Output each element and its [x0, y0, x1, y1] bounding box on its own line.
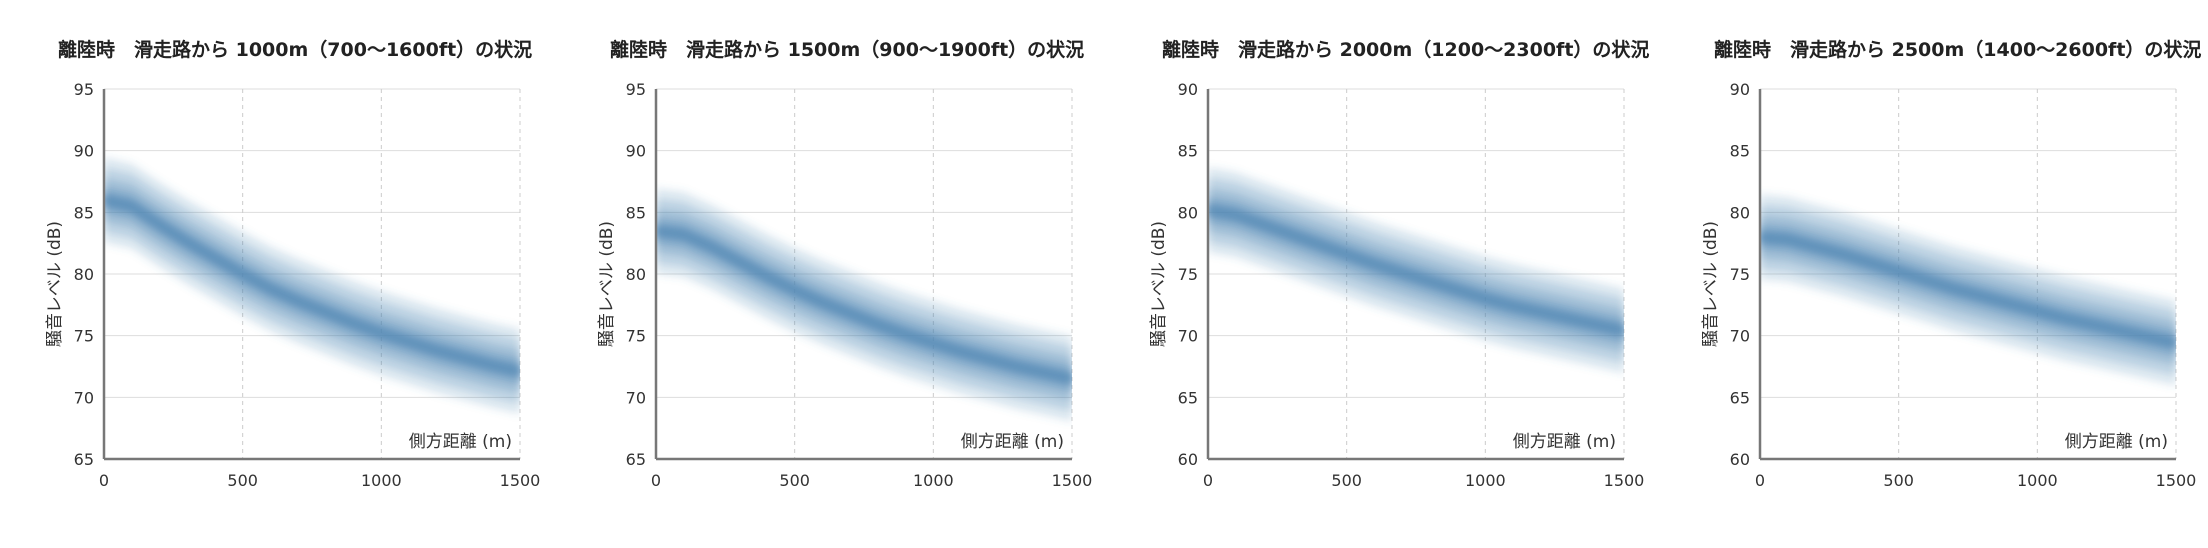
y-tick-label: 70 [626, 388, 646, 407]
y-tick-label: 95 [74, 80, 94, 99]
y-tick-label: 90 [74, 142, 94, 161]
y-axis-label: 騒音レベル (dB) [1149, 221, 1169, 347]
y-tick-label: 90 [1730, 80, 1750, 99]
x-tick-label: 0 [1755, 471, 1765, 490]
x-tick-label: 1000 [1465, 471, 1506, 490]
y-tick-label: 60 [1730, 450, 1750, 469]
y-tick-label: 85 [1178, 142, 1198, 161]
chart-title: 離陸時 滑走路から 1500m（900〜1900ft）の状況 [610, 38, 1084, 61]
y-tick-label: 65 [1178, 388, 1198, 407]
band-layer-3 [104, 187, 520, 384]
chart-panel-1000m: 離陸時 滑走路から 1000m（700〜1600ft）の状況 65 70 75 80 85… [0, 0, 552, 548]
chart-title: 離陸時 滑走路から 1000m（700〜1600ft）の状況 [58, 38, 532, 61]
x-tick-label: 1500 [1604, 471, 1645, 490]
noise-band [1208, 166, 1624, 374]
band-layer-4 [1208, 204, 1624, 336]
y-tick-label: 70 [1178, 327, 1198, 346]
x-tick-label: 1000 [2017, 471, 2058, 490]
y-tick-label: 90 [626, 142, 646, 161]
chart-svg: 離陸時 滑走路から 2000m（1200〜2300ft）の状況 60 65 70 75 8… [1149, 38, 1649, 490]
y-tick-label: 90 [1178, 80, 1198, 99]
y-tick-label: 70 [74, 388, 94, 407]
x-tick-label: 1000 [361, 471, 402, 490]
y-tick-label: 80 [626, 265, 646, 284]
y-tick-label: 65 [1730, 388, 1750, 407]
y-axis-label: 騒音レベル (dB) [597, 221, 617, 347]
noise-band [104, 156, 520, 415]
y-tick-label: 75 [1730, 265, 1750, 284]
x-tick-label: 1500 [2156, 471, 2197, 490]
y-tick-label: 85 [1730, 142, 1750, 161]
y-tick-label: 80 [1178, 203, 1198, 222]
series-line [1208, 206, 1624, 334]
x-tick-label: 1500 [1052, 471, 1093, 490]
band-layer-3 [656, 218, 1072, 391]
x-tick-label: 0 [651, 471, 661, 490]
x-axis-label: 側方距離 (m) [961, 432, 1064, 452]
x-tick-label: 0 [1203, 471, 1213, 490]
noise-band [656, 187, 1072, 422]
y-tick-label: 95 [626, 80, 646, 99]
x-tick-label: 500 [779, 471, 810, 490]
chart-svg: 離陸時 滑走路から 2500m（1400〜2600ft）の状況 60 65 70 75 8… [1701, 38, 2201, 490]
y-tick-label: 60 [1178, 450, 1198, 469]
y-tick-label: 65 [74, 450, 94, 469]
x-tick-label: 500 [1883, 471, 1914, 490]
x-tick-label: 500 [1331, 471, 1362, 490]
x-tick-label: 1500 [500, 471, 541, 490]
x-tick-label: 500 [227, 471, 258, 490]
chart-title: 離陸時 滑走路から 2500m（1400〜2600ft）の状況 [1714, 38, 2201, 61]
x-axis-label: 側方距離 (m) [2065, 432, 2168, 452]
chart-panel-1500m: 離陸時 滑走路から 1500m（900〜1900ft）の状況 65 70 75 80 85… [552, 0, 1104, 548]
y-tick-label: 80 [74, 265, 94, 284]
y-tick-label: 75 [1178, 265, 1198, 284]
x-axis-label: 側方距離 (m) [409, 432, 512, 452]
y-axis-label: 騒音レベル (dB) [1701, 221, 1721, 347]
x-tick-label: 1000 [913, 471, 954, 490]
noise-band [1760, 193, 2176, 387]
chart-panel-2500m: 離陸時 滑走路から 2500m（1400〜2600ft）の状況 60 65 70 75 8… [1656, 0, 2208, 548]
series-line [104, 197, 520, 375]
y-tick-label: 75 [626, 327, 646, 346]
series-line [656, 227, 1072, 382]
x-tick-label: 0 [99, 471, 109, 490]
chart-panel-2000m: 離陸時 滑走路から 2000m（1200〜2300ft）の状況 60 65 70 75 8… [1104, 0, 1656, 548]
chart-svg: 離陸時 滑走路から 1500m（900〜1900ft）の状況 65 70 75 80 85… [597, 38, 1093, 490]
x-axis-label: 側方距離 (m) [1513, 432, 1616, 452]
y-tick-label: 80 [1730, 203, 1750, 222]
series-line [1760, 234, 2176, 347]
y-tick-label: 65 [626, 450, 646, 469]
y-tick-label: 75 [74, 327, 94, 346]
chart-svg: 離陸時 滑走路から 1000m（700〜1600ft）の状況 65 70 75 80 85… [45, 38, 541, 490]
y-tick-label: 70 [1730, 327, 1750, 346]
chart-title: 離陸時 滑走路から 2000m（1200〜2300ft）の状況 [1162, 38, 1649, 61]
y-tick-label: 85 [626, 203, 646, 222]
y-tick-label: 85 [74, 203, 94, 222]
y-axis-label: 騒音レベル (dB) [45, 221, 65, 347]
